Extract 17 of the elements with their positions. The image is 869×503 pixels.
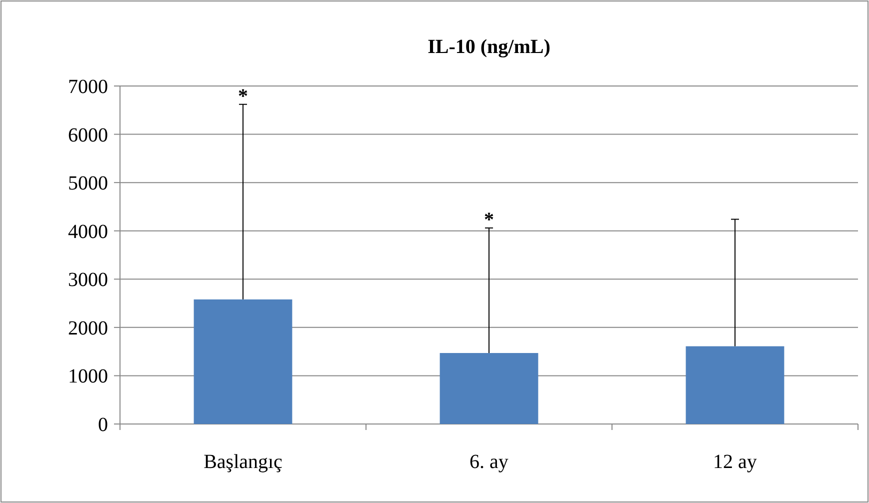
bar: [440, 353, 538, 424]
y-tick-label: 5000: [68, 172, 108, 195]
y-tick-label: 0: [98, 414, 108, 436]
x-tick-label: 12 ay: [713, 451, 757, 473]
bar: [686, 346, 784, 424]
y-tick-label: 1000: [68, 366, 108, 388]
annotation: *: [484, 208, 494, 231]
chart-title: IL-10 (ng/mL): [428, 36, 550, 58]
bar: [194, 299, 292, 424]
x-tick-label: 6. ay: [470, 451, 508, 473]
y-tick-label: 3000: [68, 269, 108, 292]
x-tick-label: Başlangıç: [204, 451, 283, 473]
y-tick-label: 2000: [68, 317, 108, 340]
y-tick-label: 7000: [68, 76, 108, 98]
y-tick-label: 4000: [68, 220, 108, 243]
annotation: *: [238, 85, 248, 108]
y-tick-label: 6000: [68, 124, 108, 146]
